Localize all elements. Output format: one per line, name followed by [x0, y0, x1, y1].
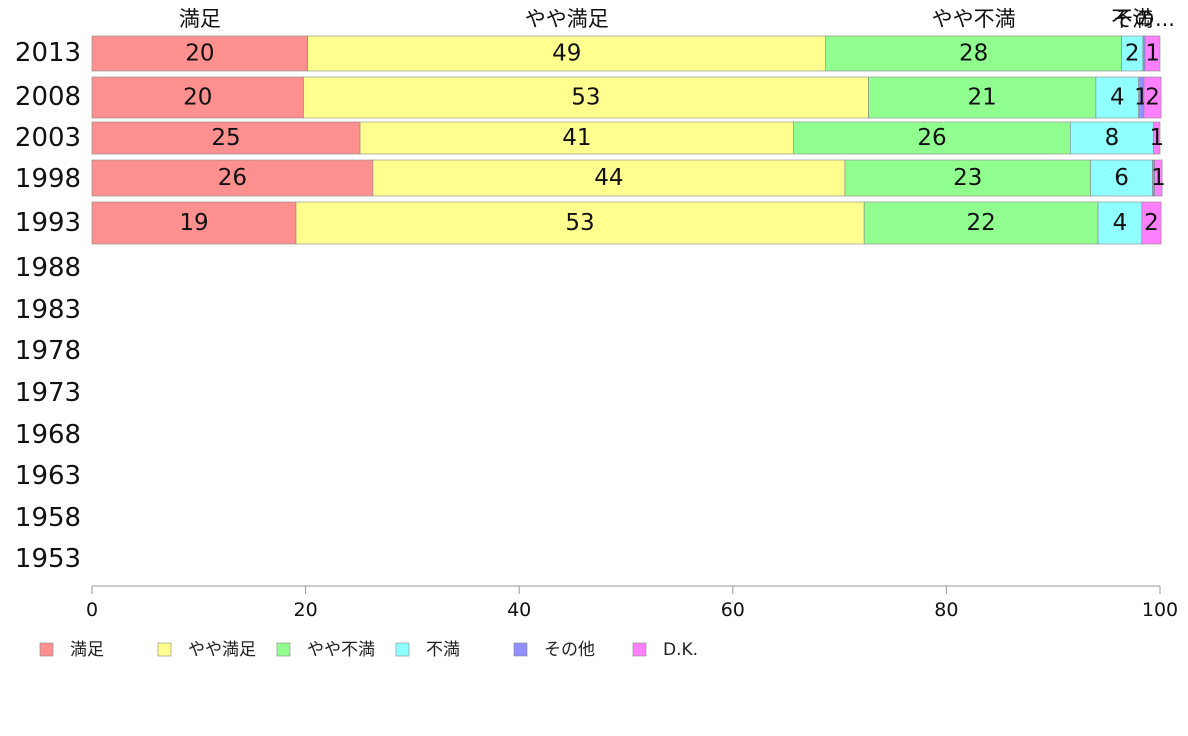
bar-value-label: 6 [1114, 165, 1129, 191]
bar-segment [825, 35, 1122, 72]
bar-segment [372, 159, 846, 197]
bar-segment [359, 121, 794, 155]
legend-label: D.K. [663, 640, 698, 660]
bar-value-label: 41 [562, 125, 591, 151]
legend-label: やや満足 [188, 640, 256, 660]
bar-segment [1153, 121, 1161, 155]
legend-label: 満足 [70, 640, 104, 660]
bar-value-label: 20 [185, 41, 214, 67]
y-tick-label: 1973 [15, 378, 81, 408]
bar-segment [1095, 76, 1139, 119]
bar-value-label: 53 [571, 85, 600, 111]
bar-value-label: 25 [211, 125, 240, 151]
bar-value-label: 28 [959, 41, 988, 67]
bar-value-label: 4 [1113, 210, 1128, 236]
y-tick-label: 1998 [15, 164, 81, 194]
bar-segment [863, 201, 1099, 245]
legend-swatch [39, 642, 54, 657]
y-axis-labels: 2013 2008 2003 1998 1993 1988 1983 1978 1973 1968… [15, 38, 81, 574]
y-tick-label: 1963 [15, 461, 81, 491]
x-tick-label: 100 [1142, 599, 1178, 621]
legend: 満足 やや満足 やや不満 不満 その他 D.K. [39, 640, 698, 660]
legend-swatch [632, 642, 647, 657]
y-tick-label: 1968 [15, 420, 81, 450]
bar-segment [844, 159, 1091, 197]
top-category-label: その... [1113, 7, 1175, 31]
bar-value-label: 1 [1145, 41, 1160, 67]
legend-swatch [395, 642, 410, 657]
bar-segment [91, 159, 374, 197]
x-tick-label: 80 [934, 599, 958, 621]
bar-value-label: 44 [594, 165, 623, 191]
legend-label: やや不満 [307, 640, 375, 660]
top-category-label: 不満 [1111, 7, 1153, 31]
y-tick-label: 1958 [15, 503, 81, 533]
top-category-label: やや満足 [525, 7, 609, 31]
top-category-label: 満足 [179, 7, 221, 31]
x-tick-label: 40 [507, 599, 531, 621]
bar-segment [91, 201, 297, 245]
legend-swatch [513, 642, 528, 657]
y-tick-label: 1978 [15, 336, 81, 366]
y-tick-label: 2013 [15, 38, 81, 68]
bar-segment [1097, 201, 1143, 245]
bar-value-label: 8 [1105, 125, 1120, 151]
bar-value-label: 1 [1151, 165, 1166, 191]
legend-label: 不満 [426, 640, 460, 660]
legend-label: その他 [544, 640, 595, 660]
bar-segment [91, 121, 361, 155]
bar-value-label: 21 [968, 85, 997, 111]
bar-value-label: 2 [1145, 85, 1160, 111]
bar-value-label: 53 [565, 210, 594, 236]
bar-value-label: 20 [183, 85, 212, 111]
bar-value-label: 1 [1149, 125, 1164, 151]
bar-segment [868, 76, 1097, 119]
x-axis: 0 20 40 60 80 100 [86, 585, 1178, 621]
bar-value-label: 19 [179, 210, 208, 236]
legend-swatch [276, 642, 291, 657]
bar-value-label: 22 [966, 210, 995, 236]
bar-segment [793, 121, 1071, 155]
bar-segment [91, 76, 304, 119]
bar-value-label: 4 [1110, 85, 1125, 111]
bar-segment [1141, 201, 1162, 245]
top-category-label: やや不満 [932, 7, 1016, 31]
top-category-labels: 満足 やや満足 やや不満 不満その... [179, 7, 1175, 31]
y-tick-label: 1988 [15, 253, 81, 283]
y-tick-label: 2003 [15, 123, 81, 153]
bar-value-label: 2 [1144, 210, 1159, 236]
bar-segment [91, 35, 309, 72]
bar-value-label: 23 [953, 165, 982, 191]
bar-segment [303, 76, 869, 119]
y-tick-label: 1983 [15, 295, 81, 325]
x-tick-label: 60 [721, 599, 745, 621]
bar-segment [1154, 159, 1163, 197]
bar-segment [307, 35, 827, 72]
legend-swatch [157, 642, 172, 657]
bar-segment [1144, 35, 1161, 72]
y-tick-label: 2008 [15, 82, 81, 112]
x-tick-label: 20 [294, 599, 318, 621]
bar-segment [1090, 159, 1153, 197]
y-tick-label: 1953 [15, 544, 81, 574]
x-tick-label: 0 [86, 599, 98, 621]
y-tick-label: 1993 [15, 208, 81, 238]
bar-value-label: 49 [552, 41, 581, 67]
bar-value-label: 26 [917, 125, 946, 151]
bar-segment [1143, 76, 1162, 119]
bar-value-label: 26 [218, 165, 247, 191]
bar-segment [1069, 121, 1154, 155]
bar-value-label: 2 [1125, 41, 1140, 67]
